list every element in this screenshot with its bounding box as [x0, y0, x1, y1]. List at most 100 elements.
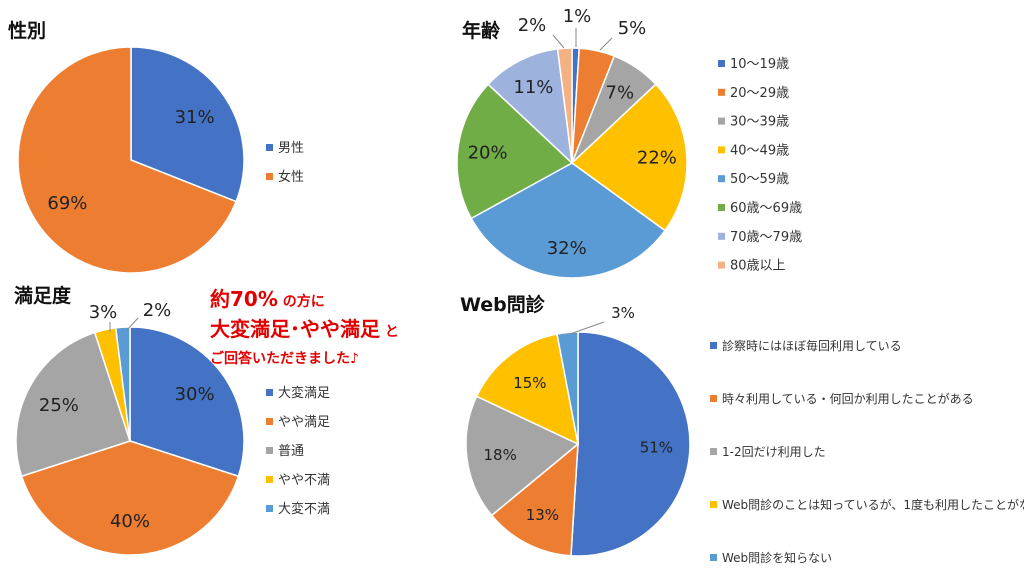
legend-swatch-age-1 — [718, 88, 725, 96]
data-label-age-5: 20% — [468, 142, 508, 163]
pie-slice-gender-1 — [17, 46, 238, 274]
legend-swatch-age-2 — [718, 117, 725, 125]
annotation-line2-rest: と — [380, 324, 399, 340]
chart-title-age: 年齢 — [462, 19, 501, 42]
pie-slice-web-3 — [475, 333, 580, 446]
data-label-satisfaction-0: 30% — [175, 384, 215, 405]
legend-swatch-age-7 — [718, 261, 725, 269]
pie-slice-satisfaction-0 — [129, 326, 245, 478]
data-label-satisfaction-3: 3% — [89, 302, 118, 323]
data-label-age-6: 11% — [513, 77, 553, 98]
legend-swatch-age-6 — [718, 232, 725, 240]
data-label-satisfaction-2: 25% — [39, 395, 79, 416]
data-label-gender-1: 69% — [47, 193, 87, 214]
data-label-age-2: 7% — [606, 83, 635, 104]
pie-web: 51% 13% 18% 15% 3% — [465, 304, 691, 557]
data-label-age-4: 32% — [547, 238, 587, 259]
legend-label-web-3: Web問診のことは知っているが、1度も利用したことがない — [722, 497, 1024, 512]
pie-slice-gender-0 — [130, 46, 245, 203]
legend-label-age-2: 30～39歳 — [730, 115, 789, 130]
data-label-web-4: 3% — [611, 304, 635, 322]
svg-text:大変満足･やや満足 と: 大変満足･やや満足 と — [210, 317, 399, 341]
legend-label-satisfaction-2: 普通 — [278, 444, 304, 459]
pie-slice-age-6 — [487, 48, 574, 165]
data-label-web-1: 13% — [526, 506, 559, 524]
legend-swatch-web-0 — [710, 342, 717, 349]
legend-swatch-web-1 — [710, 395, 717, 402]
data-label-age-1: 5% — [618, 18, 647, 39]
pie-slice-age-4 — [470, 162, 667, 279]
data-label-age-3: 22% — [637, 148, 677, 169]
data-label-web-0: 51% — [640, 439, 673, 457]
legend-swatch-web-2 — [710, 448, 717, 455]
legend-swatch-web-4 — [710, 554, 717, 561]
legend-label-age-0: 10～19歳 — [730, 57, 789, 72]
legend-label-web-4: Web問診を知らない — [722, 550, 832, 565]
legend-swatch-satisfaction-3 — [266, 476, 273, 483]
pie-slice-age-3 — [570, 83, 688, 232]
legend-swatch-age-4 — [718, 175, 725, 183]
data-label-satisfaction-1: 40% — [110, 511, 150, 532]
legend-swatch-age-3 — [718, 146, 725, 154]
pie-satisfaction: 30% 40% 25% 3% 2% — [15, 300, 245, 556]
pie-gender: 31% 69% — [17, 46, 245, 274]
data-label-age-7: 2% — [518, 15, 547, 36]
data-label-age-0: 1% — [563, 6, 592, 27]
pie-slice-age-5 — [456, 83, 574, 220]
legend-swatch-satisfaction-2 — [266, 447, 273, 454]
legend-swatch-gender-0 — [266, 144, 273, 151]
annotation-line3: ご回答いただきました♪ — [210, 350, 359, 367]
legend-label-satisfaction-4: 大変不満 — [278, 501, 330, 517]
pie-age: 1% 5% 7% 22% 32% 20% 11% 2% — [456, 6, 688, 279]
legend-label-age-1: 20～29歳 — [730, 86, 789, 101]
annotation-line1-bold: 約70% — [210, 287, 278, 311]
annotation-line1-rest: の方に — [278, 293, 325, 310]
legend-swatch-web-3 — [710, 501, 717, 508]
satisfaction-annotation: 約70% の方に 大変満足･やや満足 と ご回答いただきました♪ — [210, 287, 399, 367]
legend-swatch-gender-1 — [266, 173, 273, 180]
pie-slice-web-2 — [465, 395, 580, 517]
legend-swatch-satisfaction-1 — [266, 418, 273, 425]
legend-label-web-1: 時々利用している・何回か利用したことがある — [722, 391, 974, 406]
legend-label-web-2: 1-2回だけ利用した — [722, 445, 826, 459]
pie-slice-satisfaction-1 — [20, 440, 240, 556]
legend-label-age-5: 60歳～69歳 — [730, 201, 802, 216]
legend-label-gender-0: 男性 — [278, 141, 304, 156]
legend-label-age-4: 50～59歳 — [730, 172, 789, 187]
svg-text:約70% の方に: 約70% の方に — [210, 287, 325, 311]
legend-swatch-age-5 — [718, 204, 725, 211]
chart-title-satisfaction: 満足度 — [14, 284, 72, 307]
legend-label-web-0: 診察時にはほぼ毎回利用している — [722, 338, 902, 353]
annotation-line2-bold: 大変満足･やや満足 — [210, 317, 381, 341]
leader-line-satisfaction-4 — [126, 317, 139, 331]
pie-charts: 31% 69% 1% 5% 7% 22% 32% 20% 11% 2% 30% 40% 25% 3% 2% 5… — [15, 6, 691, 557]
legend-label-satisfaction-3: やや不満 — [278, 473, 330, 488]
leader-line-age-1 — [599, 37, 613, 51]
legend-swatch-satisfaction-0 — [266, 389, 273, 396]
pie-slice-age-7 — [556, 47, 573, 164]
legend-label-age-3: 40～49歳 — [730, 143, 789, 158]
data-label-gender-0: 31% — [175, 107, 215, 128]
legend-label-gender-1: 女性 — [278, 169, 304, 185]
pie-slice-satisfaction-2 — [15, 331, 131, 478]
pie-slice-web-0 — [570, 331, 691, 557]
pie-slice-web-1 — [490, 442, 579, 557]
leader-line-web-4 — [569, 321, 605, 335]
data-label-satisfaction-4: 2% — [143, 300, 172, 321]
data-label-web-2: 18% — [484, 446, 517, 464]
legend-label-age-6: 70歳～79歳 — [730, 230, 802, 245]
legend-label-age-7: 80歳以上 — [730, 259, 786, 274]
chart-title-web: Web問診 — [460, 293, 546, 316]
legend-swatch-age-0 — [718, 60, 725, 67]
legend-swatch-satisfaction-4 — [266, 505, 273, 512]
legend-label-satisfaction-1: やや満足 — [278, 415, 330, 430]
pie-slice-web-4 — [556, 331, 579, 445]
leader-line-age-7 — [552, 34, 565, 49]
chart-title-gender: 性別 — [8, 19, 46, 42]
legend-label-satisfaction-0: 大変満足 — [278, 385, 330, 401]
